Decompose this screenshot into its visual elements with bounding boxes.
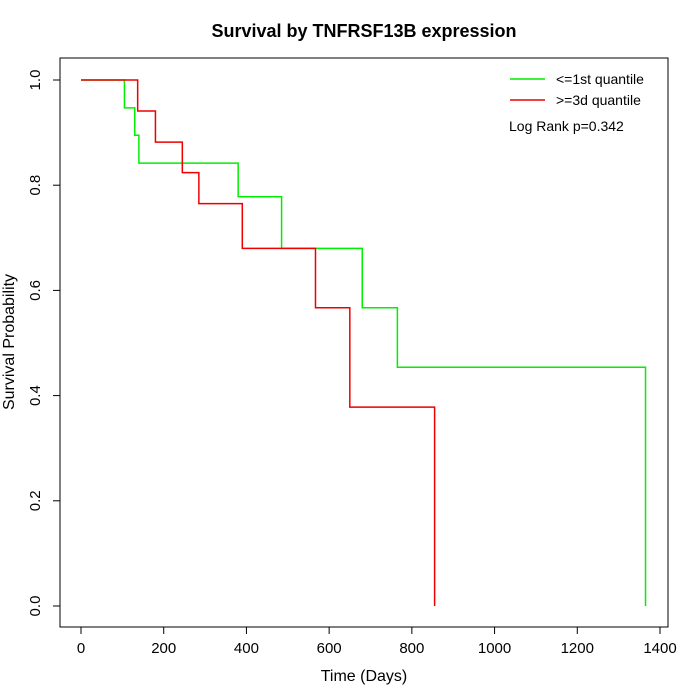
chart-title: Survival by TNFRSF13B expression [211, 21, 516, 41]
x-tick-label: 1200 [561, 640, 594, 657]
x-axis: 0 200 400 600 800 1000 1200 1400 [77, 626, 677, 657]
x-tick-label: 1400 [643, 640, 676, 657]
y-tick-label: 0.6 [27, 280, 44, 301]
x-tick-label: 600 [317, 640, 342, 657]
plot-area-frame [59, 57, 669, 628]
x-tick-label: 1000 [478, 640, 511, 657]
survival-curve-low [81, 79, 647, 606]
log-rank-annotation: Log Rank p=0.342 [509, 118, 624, 134]
y-tick-label: 0.0 [27, 596, 44, 617]
x-tick-label: 800 [399, 640, 424, 657]
y-axis-label: Survival Probability [1, 274, 18, 410]
y-tick-label: 1.0 [27, 70, 44, 91]
x-tick-label: 0 [77, 640, 85, 657]
legend-label-high: >=3d quantile [556, 92, 641, 108]
x-axis-label: Time (Days) [321, 668, 408, 685]
y-tick-label: 0.2 [27, 490, 44, 511]
legend: <=1st quantile >=3d quantile [510, 71, 644, 108]
x-tick-label: 400 [234, 640, 259, 657]
survival-curve-high [81, 79, 436, 606]
x-tick-label: 200 [151, 640, 176, 657]
series-layer [81, 79, 647, 606]
legend-label-low: <=1st quantile [556, 71, 644, 87]
y-tick-label: 0.4 [27, 385, 44, 406]
y-tick-label: 0.8 [27, 175, 44, 196]
y-axis: 0.0 0.2 0.4 0.6 0.8 1.0 [27, 70, 61, 617]
